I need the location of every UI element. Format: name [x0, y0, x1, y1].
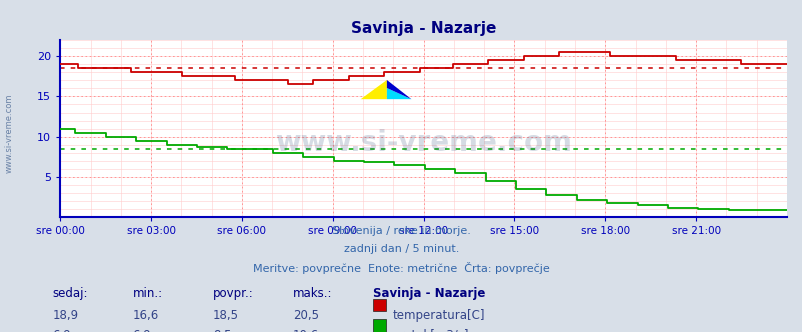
Text: min.:: min.: [132, 287, 163, 300]
Text: 18,5: 18,5 [213, 309, 238, 322]
Text: 8,5: 8,5 [213, 329, 231, 332]
Text: www.si-vreme.com: www.si-vreme.com [5, 93, 14, 173]
Text: temperatura[C]: temperatura[C] [392, 309, 484, 322]
Text: 6,9: 6,9 [132, 329, 151, 332]
Text: Meritve: povprečne  Enote: metrične  Črta: povprečje: Meritve: povprečne Enote: metrične Črta:… [253, 262, 549, 274]
Polygon shape [360, 80, 387, 99]
Text: 20,5: 20,5 [293, 309, 318, 322]
Text: www.si-vreme.com: www.si-vreme.com [275, 129, 571, 157]
Text: povpr.:: povpr.: [213, 287, 253, 300]
Text: maks.:: maks.: [293, 287, 332, 300]
Text: Slovenija / reke in morje.: Slovenija / reke in morje. [332, 226, 470, 236]
Text: sedaj:: sedaj: [52, 287, 87, 300]
Text: zadnji dan / 5 minut.: zadnji dan / 5 minut. [343, 244, 459, 254]
Text: 10,6: 10,6 [293, 329, 319, 332]
Polygon shape [387, 80, 411, 99]
Text: 6,9: 6,9 [52, 329, 71, 332]
Text: pretok[m3/s]: pretok[m3/s] [392, 329, 468, 332]
Text: 18,9: 18,9 [52, 309, 79, 322]
Title: Savinja - Nazarje: Savinja - Nazarje [350, 21, 496, 36]
Text: 16,6: 16,6 [132, 309, 159, 322]
Text: Savinja - Nazarje: Savinja - Nazarje [373, 287, 485, 300]
Polygon shape [387, 88, 411, 99]
